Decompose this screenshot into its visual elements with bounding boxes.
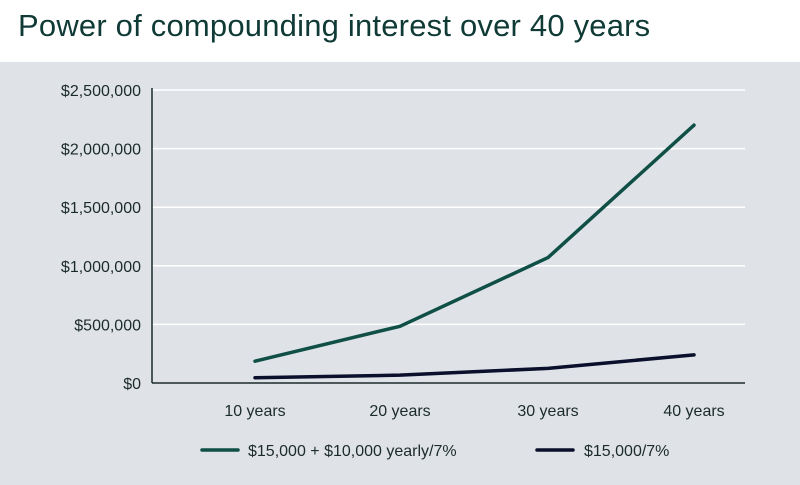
legend-label: $15,000/7%: [584, 443, 669, 460]
chart-panel: [0, 62, 800, 485]
y-tick-label: $2,000,000: [61, 142, 141, 159]
legend-label: $15,000 + $10,000 yearly/7%: [248, 443, 457, 460]
y-tick-label: $500,000: [74, 317, 141, 334]
legend: $15,000 + $10,000 yearly/7% $15,000/7%: [200, 443, 669, 460]
y-tick-label: $2,500,000: [61, 83, 141, 100]
x-tick-label: 30 years: [517, 403, 578, 420]
x-tick-label: 40 years: [663, 403, 724, 420]
x-axis-tick-labels: 10 years 20 years 30 years 40 years: [224, 403, 724, 420]
grid-lines: [152, 89, 745, 326]
x-tick-label: 10 years: [224, 403, 285, 420]
chart-title: Power of compounding interest over 40 ye…: [18, 8, 651, 43]
x-tick-label: 20 years: [369, 403, 430, 420]
y-axis-tick-labels: $0 $500,000 $1,000,000 $1,500,000 $2,000,000…: [61, 83, 141, 393]
y-tick-label: $0: [123, 376, 141, 393]
series-lines: [253, 123, 696, 380]
header: Power of compounding interest over 40 ye…: [0, 0, 800, 62]
y-tick-label: $1,000,000: [61, 259, 141, 276]
y-tick-label: $1,500,000: [61, 200, 141, 217]
series-line: [253, 123, 696, 363]
series-line: [253, 353, 696, 380]
